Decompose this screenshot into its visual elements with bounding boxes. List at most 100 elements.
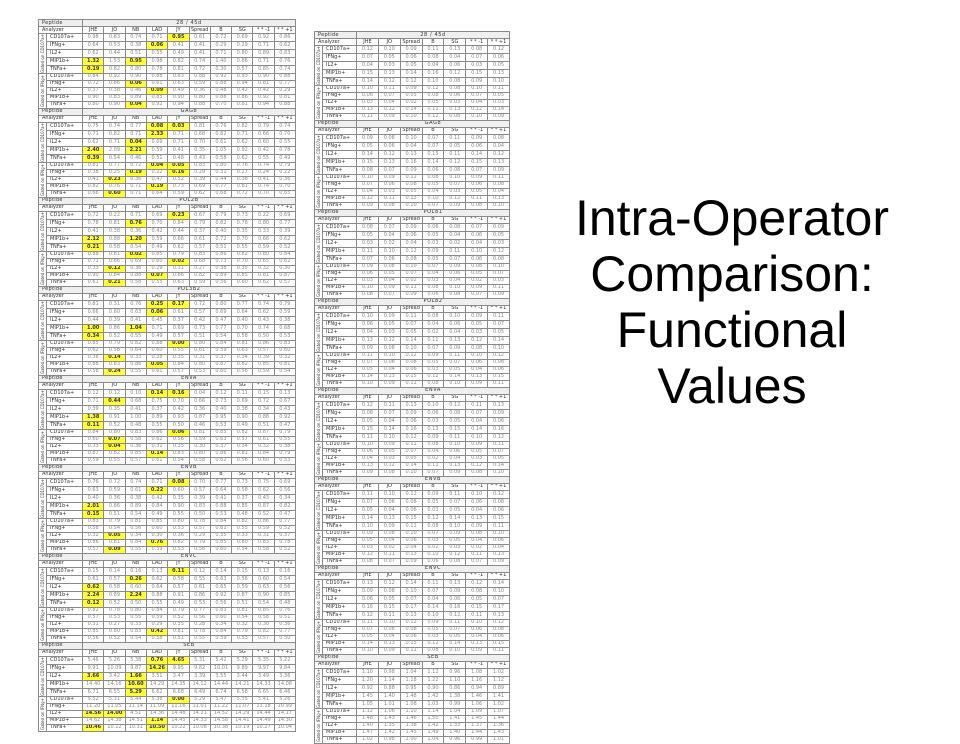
value-cell: 0.68 (273, 323, 297, 333)
value-cell: 0.41 (82, 175, 105, 184)
value-cell: 0.84 (167, 218, 190, 228)
column-header: SG (443, 571, 467, 580)
value-cell: 0.04 (465, 238, 489, 248)
value-cell: 0.05 (443, 505, 467, 515)
table-row: IL2+ 0.32 0.05 0.34 0.30 0.36 0.29 0.35 0.33 0.31… (39, 531, 297, 540)
value-cell: 0.57 (188, 242, 211, 252)
value-cell: 0.10 (465, 351, 489, 360)
value-cell: 0.79 (252, 121, 275, 131)
value-cell: 0.03 (487, 238, 510, 248)
value-cell: 0.86 (103, 79, 126, 88)
table-row: MIP1b+ 0.14 0.13 0.15 0.12 0.14 0.13 0.15 (315, 639, 510, 648)
value-cell: 1.16 (465, 675, 489, 685)
value-cell: 1.43 (487, 728, 510, 737)
table-row: Gated on IFNg+ CD107a+ 0.83 0.79 0.81 0.85 0.8… (38, 517, 297, 554)
table-left: Peptide 28 / 45d Analyzer JHE JO NB LAD JY Sprea… (37, 19, 297, 732)
value-cell: 0.02 (124, 250, 147, 259)
value-cell: 0.04 (356, 187, 379, 196)
analyzer-header-row: Analyzer JHE JO NB LAD JY Spread B SG * * -1 * * +… (37, 470, 297, 479)
value-cell: 0.86 (103, 323, 126, 333)
analyzer-label: Analyzer (37, 203, 84, 212)
value-cell: 0.13 (377, 639, 401, 648)
value-cell: 0.54 (103, 524, 126, 533)
marker-label: CD107a+ (45, 477, 84, 487)
value-cell: 0.88 (145, 590, 169, 600)
value-cell: 0.88 (377, 683, 401, 693)
value-cell: 0.55 (103, 456, 126, 465)
gating-label: Gated on IFNg+ (314, 440, 323, 477)
value-cell: 0.58 (209, 153, 233, 163)
value-cell: 0.36 (103, 493, 126, 503)
value-cell: 14.16 (103, 679, 126, 689)
marker-label: MIP1b+ (45, 145, 84, 155)
marker-label: TNFa+ (45, 189, 84, 198)
value-cell: 5.22 (273, 655, 297, 665)
value-cell: 0.57 (167, 582, 190, 592)
value-cell: 0.61 (188, 346, 211, 355)
marker-label: MIP1b+ (321, 68, 358, 78)
table-row: MIP1b+ 1.32 1.53 0.95 0.98 0.82 0.74 1.40 0.86 0.… (39, 56, 297, 66)
value-cell: 0.07 (399, 447, 423, 456)
value-cell: 0.30 (209, 64, 233, 74)
value-cell: 0.73 (231, 210, 254, 220)
table-row: TNFa+ 0.09 0.08 0.10 0.07 0.09 0.08 0.10 (315, 201, 510, 210)
value-cell: 0.14 (377, 424, 401, 434)
table-row: Gated on CD107a+ CD107a+ 0.13 0.12 0.14 0.11 0… (314, 578, 510, 620)
value-cell: 0.92 (103, 72, 126, 81)
value-cell: 0.34 (231, 353, 254, 362)
value-cell: 0.05 (421, 254, 445, 264)
marker-label: IL2+ (45, 620, 84, 629)
value-cell: 0.08 (487, 358, 510, 367)
value-cell: 0.07 (465, 408, 489, 418)
marker-label: CD107a+ (45, 299, 84, 309)
value-cell: 0.08 (377, 468, 401, 477)
value-cell: 0.09 (399, 165, 423, 175)
value-cell: 0.46 (124, 86, 147, 95)
table-row: Gated on CD107a+ CD107a+ 5.46 5.26 5.38 0.76 4… (38, 655, 297, 697)
value-cell: 0.37 (188, 226, 211, 236)
marker-label: TNFa+ (321, 76, 358, 86)
value-cell: 0.04 (465, 536, 489, 545)
value-cell: 1.01 (487, 735, 510, 744)
value-cell: 5.52 (82, 695, 105, 704)
gating-label-text: Gated on CD107a+ (315, 401, 321, 441)
value-cell: 1.08 (399, 699, 423, 709)
value-cell: 0.82 (167, 538, 190, 547)
value-cell: 9.84 (273, 663, 297, 673)
gating-label: Gated on CD107a+ (38, 477, 47, 519)
value-cell: 0.83 (188, 161, 211, 170)
value-cell: 0.09 (399, 408, 423, 418)
table-row: IL2+ 0.14 0.12 0.13 0.15 0.11 0.14 0.12 (315, 149, 510, 159)
value-cell: 0.52 (103, 420, 126, 430)
value-cell: 10.38 (209, 723, 233, 732)
value-cell: 0.06 (487, 416, 510, 426)
column-header: B (421, 660, 445, 669)
marker-label: IL2+ (321, 276, 358, 285)
value-cell: 0.11 (356, 489, 379, 499)
value-cell: 6.65 (252, 687, 275, 697)
peptide-name: POL2B (82, 196, 296, 205)
value-cell: 0.35 (231, 264, 254, 273)
value-cell: 0.10 (443, 521, 467, 531)
marker-label: IFNg+ (45, 257, 84, 266)
value-cell: 0.90 (421, 683, 445, 693)
value-cell: 0.10 (399, 201, 423, 210)
gating-label: Gated on IFNg+ (314, 529, 323, 566)
value-cell: 0.94 (167, 100, 190, 109)
table-row: MIP1b+ 0.90 0.83 0.89 0.85 0.90 0.80 0.88 0.86 0.… (39, 93, 297, 102)
value-cell: 0.10 (399, 586, 423, 596)
value-cell: 5.35 (231, 695, 254, 704)
value-cell: 1.53 (103, 56, 126, 66)
value-cell: 0.78 (188, 517, 211, 526)
value-cell: 1.50 (421, 714, 445, 723)
marker-label: TNFa+ (321, 112, 358, 121)
value-cell: 0.10 (465, 489, 489, 499)
peptide-name: POL3B2 (82, 285, 296, 294)
value-cell: 0.70 (188, 137, 211, 147)
column-header: * * -1 (252, 559, 275, 568)
value-cell: 0.08 (443, 112, 467, 121)
value-cell: 0.11 (377, 84, 401, 93)
value-cell: 0.68 (188, 129, 211, 139)
value-cell: 0.52 (273, 242, 297, 252)
value-cell: 0.12 (443, 68, 467, 78)
